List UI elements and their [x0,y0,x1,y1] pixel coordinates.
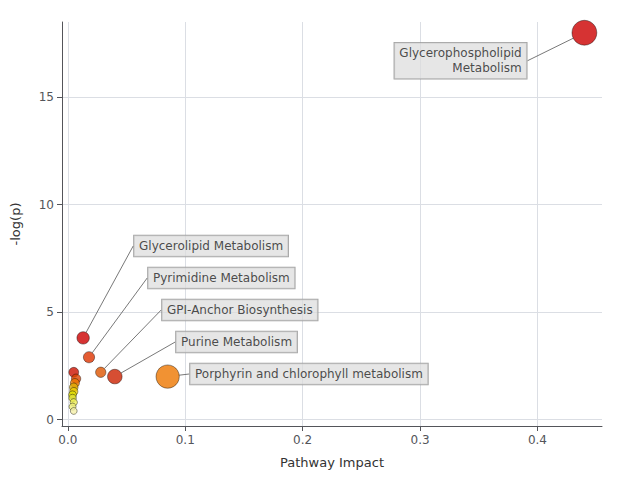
svg-text:0: 0 [46,413,54,427]
svg-text:Metabolism: Metabolism [452,61,521,75]
svg-text:0.2: 0.2 [293,433,312,447]
svg-text:10: 10 [39,198,54,212]
svg-text:Pyrimidine Metabolism: Pyrimidine Metabolism [153,271,290,285]
svg-text:0.0: 0.0 [58,433,77,447]
svg-text:GPI-Anchor Biosynthesis: GPI-Anchor Biosynthesis [167,303,313,317]
svg-text:5: 5 [46,305,54,319]
svg-text:-log(p): -log(p) [8,203,23,246]
svg-text:Glycerolipid Metabolism: Glycerolipid Metabolism [139,239,283,253]
svg-text:Glycerophospholipid: Glycerophospholipid [399,46,521,60]
svg-text:15: 15 [39,90,54,104]
svg-text:0.4: 0.4 [528,433,547,447]
svg-text:Purine Metabolism: Purine Metabolism [181,335,292,349]
svg-text:0.1: 0.1 [176,433,195,447]
svg-text:0.3: 0.3 [410,433,429,447]
svg-text:Pathway Impact: Pathway Impact [280,455,384,470]
svg-text:Porphyrin and chlorophyll meta: Porphyrin and chlorophyll metabolism [195,367,423,381]
